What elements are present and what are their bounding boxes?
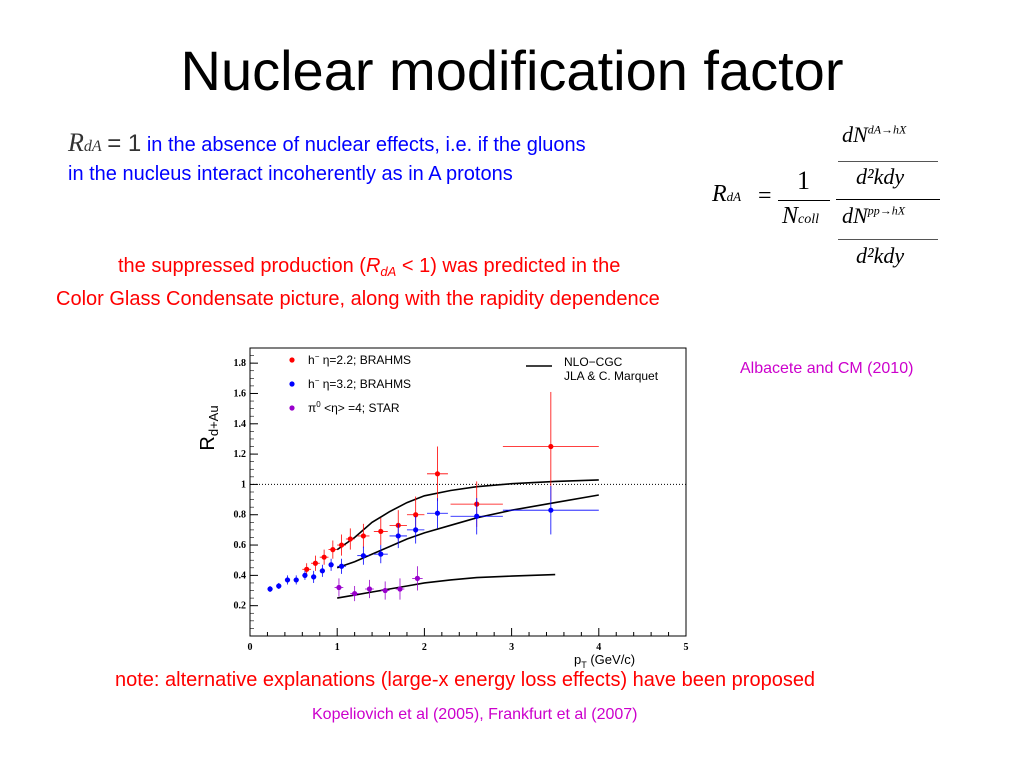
data-point xyxy=(319,568,325,574)
x-tick-label: 2 xyxy=(422,642,427,653)
formula-dn-top: dN xyxy=(842,122,868,147)
x-tick-label: 5 xyxy=(684,642,689,653)
fraction-line-ncoll xyxy=(778,200,830,201)
statement-part-a: the suppressed production ( xyxy=(118,255,366,277)
data-point xyxy=(434,510,441,516)
intro-line-1: RdA = 1 in the absence of nuclear effect… xyxy=(68,128,586,158)
note-text: note: alternative explanations (large-x … xyxy=(115,669,816,691)
rda-subscript: dA xyxy=(83,138,102,155)
data-point xyxy=(414,575,421,581)
statement-r-sub: dA xyxy=(380,264,397,279)
x-axis-label: pT (GeV/c) xyxy=(574,652,635,670)
y-tick-label: 1 xyxy=(241,479,246,490)
intro-text-1: in the absence of nuclear effects, i.e. … xyxy=(146,134,586,156)
y-tick-label: 0.2 xyxy=(234,601,247,612)
data-point xyxy=(304,566,310,572)
formula-one: 1 xyxy=(797,166,810,195)
legend-marker xyxy=(289,357,295,363)
data-point xyxy=(360,533,366,539)
data-point xyxy=(378,551,384,557)
statement-line-1: the suppressed production (RdA < 1) was … xyxy=(118,255,621,279)
y-tick-label: 0.6 xyxy=(234,540,247,551)
formula-dn-bottom: dN xyxy=(842,203,868,228)
data-point xyxy=(397,586,403,592)
y-tick-label: 1.2 xyxy=(234,449,247,460)
formula-r: R xyxy=(712,181,727,207)
slide-title: Nuclear modification factor xyxy=(180,39,844,102)
fraction-line-top xyxy=(838,161,938,162)
legend-marker xyxy=(289,381,295,387)
data-point xyxy=(548,507,554,513)
x-tick-label: 3 xyxy=(509,642,514,653)
data-point xyxy=(328,562,334,568)
fraction-line-bottom xyxy=(838,239,938,240)
y-tick-label: 0.4 xyxy=(234,570,247,581)
data-point xyxy=(378,528,384,535)
legend-label: h− η=2.2; BRAHMS xyxy=(308,352,411,367)
y-axis-label: Rd+Au xyxy=(197,405,221,450)
data-point xyxy=(284,577,291,583)
data-point xyxy=(366,586,373,592)
rda-equals: = 1 xyxy=(107,130,142,157)
data-point xyxy=(382,587,388,594)
legend-marker xyxy=(289,405,295,411)
data-point xyxy=(293,577,299,583)
plot-frame xyxy=(249,347,687,637)
data-point xyxy=(330,547,336,553)
formula-equals: = xyxy=(758,183,772,209)
citation-bottom: Kopeliovich et al (2005), Frankfurt et a… xyxy=(312,706,638,723)
theory-curve xyxy=(336,494,599,569)
x-tick-label: 1 xyxy=(335,642,340,653)
theory-curve xyxy=(337,573,556,599)
legend-label: h− η=3.2; BRAHMS xyxy=(308,376,411,391)
data-point xyxy=(267,586,273,592)
data-point xyxy=(302,572,308,578)
formula-dn-top-sup: dA→hX xyxy=(867,122,907,137)
y-tick-label: 1.4 xyxy=(234,419,247,430)
data-point xyxy=(311,574,317,580)
rda-chart: 0 1 2 3 4 5 0.2 0.4 0.6 0.8 1 1.2 1.4 1.6 1.8 h− η=2.2;… xyxy=(197,347,689,670)
statement-r: R xyxy=(365,255,381,277)
data-point xyxy=(474,513,480,519)
data-point xyxy=(276,583,282,589)
data-point xyxy=(336,584,342,591)
data-point xyxy=(338,563,345,569)
curve-legend-label: NLO−CGC xyxy=(564,355,623,369)
formula-d2kdy-bottom: d²kdy xyxy=(856,243,905,268)
formula-dn-bottom-sup: pp→hX xyxy=(867,203,906,218)
y-tick-label: 1.8 xyxy=(234,358,247,369)
rda-symbol: R xyxy=(68,128,84,157)
data-point xyxy=(352,590,358,597)
data-point xyxy=(548,443,554,450)
data-point xyxy=(395,533,401,539)
citation-top: Albacete and CM (2010) xyxy=(740,360,914,377)
formula-ncoll-sub: coll xyxy=(798,212,820,227)
y-tick-label: 0.8 xyxy=(234,510,247,521)
statement-line-2: Color Glass Condensate picture, along wi… xyxy=(56,288,660,310)
data-point xyxy=(312,560,318,566)
formula-n: N xyxy=(782,203,799,229)
intro-text-2: in the nucleus interact incoherently as … xyxy=(68,163,513,185)
data-point xyxy=(360,553,366,559)
fraction-line-main xyxy=(836,199,940,200)
x-tick-label: 0 xyxy=(248,642,253,653)
theory-curve xyxy=(336,479,599,551)
formula-d2kdy-top: d²kdy xyxy=(856,164,905,189)
data-point xyxy=(321,554,327,560)
data-point xyxy=(413,527,419,533)
x-tick-label: 4 xyxy=(596,642,601,653)
formula-r-sub: dA xyxy=(726,189,742,204)
statement-part-b: < 1) was predicted in the xyxy=(396,255,621,277)
data-point xyxy=(413,512,419,518)
data-point xyxy=(347,536,353,542)
curve-legend-label: JLA & C. Marquet xyxy=(564,369,659,383)
legend-label: π0 <η> =4; STAR xyxy=(308,400,400,415)
data-point xyxy=(434,471,441,477)
y-tick-label: 1.6 xyxy=(234,388,247,399)
data-point xyxy=(338,542,345,548)
